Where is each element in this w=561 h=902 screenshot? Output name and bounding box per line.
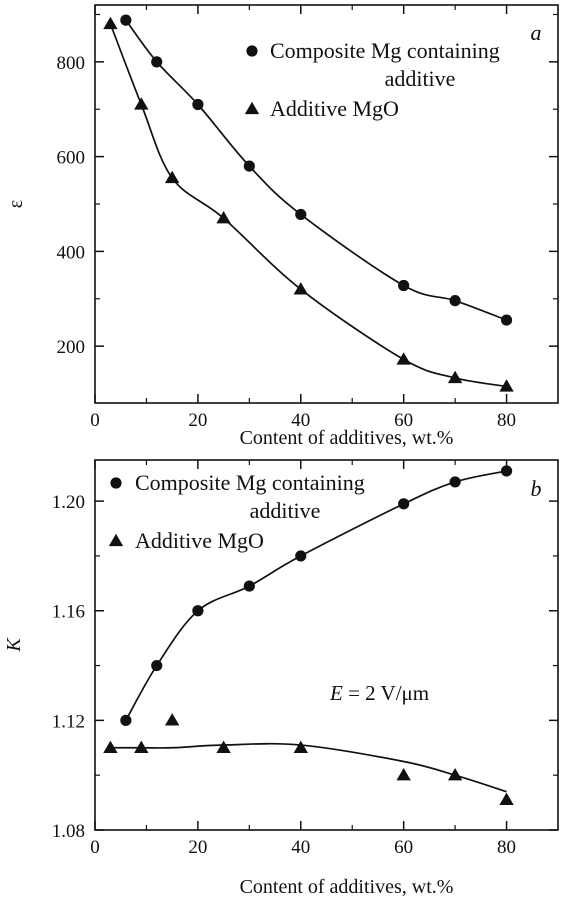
y-tick-label: 200 bbox=[57, 337, 86, 358]
x-tick-label: 40 bbox=[291, 837, 310, 858]
legend-label: Composite Mg containing bbox=[270, 38, 500, 63]
panel-letter: b bbox=[531, 476, 542, 501]
data-point-triangle bbox=[396, 767, 411, 781]
legend-label: Additive MgO bbox=[135, 528, 264, 553]
data-point-triangle bbox=[103, 16, 118, 30]
legend-label: additive bbox=[250, 498, 321, 523]
legend-marker-circle bbox=[246, 45, 258, 57]
data-point-circle bbox=[151, 659, 163, 672]
data-point-triangle bbox=[164, 713, 180, 726]
y-tick-label: 1.08 bbox=[52, 821, 85, 842]
data-point-circle bbox=[398, 279, 410, 292]
data-point-circle bbox=[500, 314, 513, 326]
plot-frame bbox=[94, 459, 559, 831]
legend-label: Additive MgO bbox=[270, 96, 399, 121]
x-tick-label: 60 bbox=[394, 410, 413, 431]
legend-label: Composite Mg containing bbox=[135, 470, 365, 495]
data-point-circle bbox=[295, 208, 307, 221]
x-tick-label: 40 bbox=[291, 410, 310, 431]
data-point-triangle bbox=[103, 740, 118, 753]
fit-curve bbox=[125, 470, 507, 721]
data-point-circle bbox=[120, 714, 132, 726]
data-point-triangle bbox=[293, 740, 308, 753]
x-tick-label: 0 bbox=[90, 410, 100, 431]
field-annotation: E = 2 V/μm bbox=[329, 681, 429, 705]
data-point-triangle bbox=[499, 792, 514, 806]
x-tick-label: 0 bbox=[90, 837, 100, 858]
data-point-triangle bbox=[396, 352, 411, 365]
data-point-triangle bbox=[216, 740, 231, 753]
y-tick-label: 600 bbox=[57, 148, 86, 169]
fit-curve bbox=[125, 19, 507, 321]
data-point-triangle bbox=[134, 97, 149, 110]
y-tick-label: 1.16 bbox=[52, 602, 85, 623]
x-tick-label: 20 bbox=[188, 837, 207, 858]
data-point-triangle bbox=[216, 211, 231, 224]
data-point-triangle bbox=[447, 767, 463, 781]
x-tick-label: 80 bbox=[497, 410, 516, 431]
data-point-triangle bbox=[293, 282, 308, 295]
data-point-triangle bbox=[134, 740, 149, 753]
data-point-triangle bbox=[499, 379, 514, 392]
data-point-circle bbox=[243, 580, 255, 592]
x-tick-label: 60 bbox=[394, 837, 413, 858]
data-point-triangle bbox=[447, 370, 463, 384]
annotation-value: = 2 V/μm bbox=[343, 681, 429, 705]
data-point-circle bbox=[449, 295, 461, 307]
data-point-circle bbox=[449, 476, 461, 488]
panel-letter: a bbox=[531, 20, 542, 45]
data-point-circle bbox=[192, 98, 204, 111]
x-tick-label: 20 bbox=[188, 410, 207, 431]
legend-label: additive bbox=[385, 66, 456, 91]
fit-curve bbox=[110, 742, 507, 793]
plot-frame bbox=[94, 4, 559, 404]
data-point-circle bbox=[243, 160, 255, 172]
data-point-circle bbox=[192, 605, 204, 617]
panel-a: 0 20 40 60 80 200 400 600 800 Content of additive… bbox=[5, 4, 559, 449]
y-axis-title: K bbox=[3, 637, 25, 653]
data-point-circle bbox=[398, 498, 410, 510]
data-point-circle bbox=[500, 465, 513, 477]
y-tick-label: 400 bbox=[57, 242, 86, 263]
data-point-circle bbox=[295, 550, 307, 562]
x-tick-label: 80 bbox=[497, 837, 516, 858]
legend-marker-triangle bbox=[244, 101, 260, 115]
x-axis-title: Content of additives, wt.% bbox=[240, 876, 454, 898]
data-point-circle bbox=[151, 56, 163, 68]
legend-marker-circle bbox=[110, 477, 122, 489]
annotation-variable: E bbox=[329, 681, 343, 705]
panel-b: 0 20 40 60 80 1.08 1.12 1.16 1.20 Content of addi… bbox=[3, 459, 559, 898]
y-tick-label: 1.12 bbox=[52, 711, 85, 732]
data-point-triangle bbox=[164, 170, 180, 184]
y-tick-label: 1.20 bbox=[52, 492, 85, 513]
y-tick-label: 800 bbox=[57, 53, 86, 74]
data-point-circle bbox=[120, 14, 132, 26]
legend-marker-triangle bbox=[108, 533, 124, 547]
x-axis-title: Content of additives, wt.% bbox=[240, 427, 454, 449]
y-axis-title: ε bbox=[5, 200, 27, 208]
